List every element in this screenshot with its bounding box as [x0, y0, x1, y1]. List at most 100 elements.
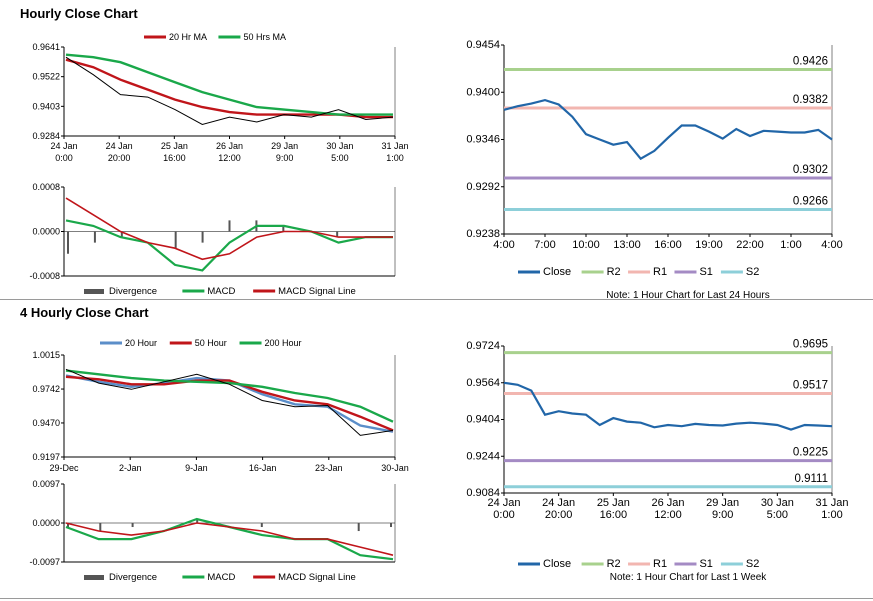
x-tick-label: 12:00: [218, 153, 241, 163]
level-label-r1: 0.9517: [793, 380, 828, 392]
x-tick-label: 25 Jan: [597, 497, 630, 509]
macd-line: [65, 517, 394, 561]
legend-label: R2: [607, 558, 621, 570]
x-tick-label: 29 Jan: [271, 141, 298, 151]
x-tick-label: 30-Jan: [381, 463, 409, 473]
y-tick-label: 0.9641: [32, 42, 60, 52]
x-tick-label: 16-Jan: [249, 463, 277, 473]
legend-swatch: [84, 575, 104, 580]
x-tick-label: 26 Jan: [216, 141, 243, 151]
macd-signal-line: [65, 522, 394, 556]
y-tick-label: 0.9292: [466, 181, 500, 193]
legend-label: S2: [746, 266, 759, 278]
price-series-line: [65, 56, 394, 126]
legend-label: 20 Hour: [125, 338, 157, 348]
x-tick-label: 29-Dec: [49, 463, 79, 473]
x-tick-label: 10:00: [572, 239, 600, 251]
y-tick-label: 0.9284: [32, 131, 60, 141]
y-tick-label: 0.9244: [466, 450, 500, 462]
level-label-s2: 0.9111: [795, 473, 828, 485]
y-tick-label: 0.0008: [32, 182, 60, 192]
legend-label: Divergence: [109, 572, 157, 583]
legend-label: 50 Hour: [195, 338, 227, 348]
series-line: [65, 369, 394, 423]
x-tick-label: 30 Jan: [761, 497, 794, 509]
legend-swatch: [84, 289, 104, 294]
y-tick-label: 0.9197: [32, 452, 60, 462]
legend-label: MACD Signal Line: [278, 286, 356, 297]
legend-label: R2: [607, 266, 621, 278]
macd-line: [65, 219, 393, 272]
y-tick-label: 1.0015: [32, 350, 60, 360]
level-label-r2: 0.9695: [793, 339, 828, 351]
x-tick-label: 9-Jan: [185, 463, 208, 473]
x-tick-label: 9:00: [276, 153, 294, 163]
x-tick-label: 20:00: [545, 509, 573, 521]
series-line: [65, 375, 394, 432]
y-tick-label: 0.9238: [466, 228, 500, 240]
x-tick-label: 30 Jan: [326, 141, 353, 151]
x-tick-label: 24 Jan: [487, 497, 520, 509]
bottom-separator: [0, 598, 873, 599]
chart-note: Note: 1 Hour Chart for Last 24 Hours: [606, 290, 769, 298]
x-tick-label: 9:00: [712, 509, 733, 521]
x-tick-label: 7:00: [534, 239, 555, 251]
x-tick-label: 19:00: [695, 239, 723, 251]
x-tick-label: 29 Jan: [706, 497, 739, 509]
x-tick-label: 16:00: [600, 509, 628, 521]
x-tick-label: 23-Jan: [315, 463, 343, 473]
x-tick-label: 5:00: [767, 509, 788, 521]
y-tick-label: -0.0097: [29, 557, 60, 567]
chart-note: Note: 1 Hour Chart for Last 1 Week: [610, 572, 768, 583]
hourly-macd-chart: 0.0008 0.0000 -0.0008 Divergence MACD MACD Si…: [29, 182, 396, 297]
x-tick-label: 24 Jan: [106, 141, 133, 151]
y-tick-label: 0.9522: [32, 72, 60, 82]
y-tick-label: 0.0000: [32, 227, 60, 237]
y-tick-label: 0.9470: [32, 418, 60, 428]
x-tick-label: 1:00: [821, 509, 842, 521]
legend-label: 20 Hr MA: [169, 32, 207, 42]
legend-label: Divergence: [109, 286, 157, 297]
x-tick-label: 31 Jan: [815, 497, 848, 509]
section-separator: [0, 299, 873, 300]
x-tick-label: 2-Jan: [119, 463, 142, 473]
legend-label: Close: [543, 266, 571, 278]
x-tick-label: 16:00: [654, 239, 682, 251]
y-tick-label: 0.9724: [466, 340, 500, 352]
y-tick-label: 0.9084: [466, 487, 500, 499]
x-tick-label: 20:00: [108, 153, 131, 163]
x-tick-label: 12:00: [654, 509, 682, 521]
legend-label: S1: [699, 266, 712, 278]
x-tick-label: 1:00: [386, 153, 404, 163]
legend-label: MACD Signal Line: [278, 572, 356, 583]
x-tick-label: 22:00: [736, 239, 764, 251]
x-tick-label: 31 Jan: [381, 141, 408, 151]
level-label-s2: 0.9266: [793, 196, 828, 208]
x-tick-label: 4:00: [493, 239, 514, 251]
legend-label: MACD: [207, 572, 235, 583]
section-title-4hourly: 4 Hourly Close Chart: [20, 305, 149, 320]
close-line: [503, 381, 833, 431]
x-tick-label: 24 Jan: [542, 497, 575, 509]
y-tick-label: 0.9403: [32, 101, 60, 111]
y-tick-label: -0.0008: [29, 271, 60, 281]
y-tick-label: 0.9564: [466, 377, 500, 389]
y-tick-label: 0.9454: [466, 39, 500, 51]
x-tick-label: 26 Jan: [651, 497, 684, 509]
legend-label: Close: [543, 558, 571, 570]
legend-label: S2: [746, 558, 759, 570]
y-tick-label: 0.0097: [32, 479, 60, 489]
legend-label: MACD: [207, 286, 235, 297]
legend-label: R1: [653, 266, 667, 278]
section-title-hourly: Hourly Close Chart: [20, 6, 138, 21]
level-label-s1: 0.9225: [793, 447, 828, 459]
legend-label: R1: [653, 558, 667, 570]
y-tick-label: 0.9400: [466, 86, 500, 98]
macd-signal-line: [65, 197, 393, 261]
x-tick-label: 5:00: [331, 153, 349, 163]
y-tick-label: 0.9346: [466, 134, 500, 146]
